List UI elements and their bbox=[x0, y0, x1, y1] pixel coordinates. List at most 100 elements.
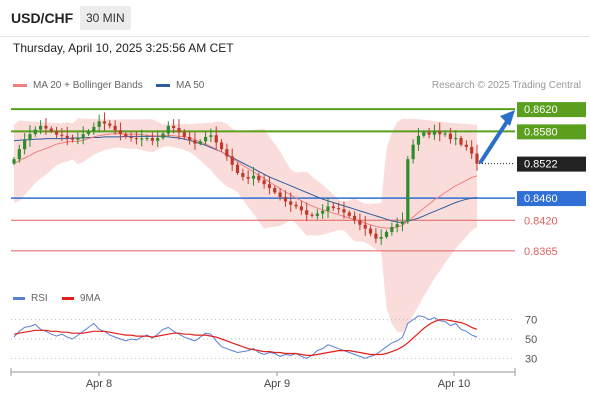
candle-body bbox=[65, 135, 69, 139]
candle-body bbox=[400, 221, 405, 225]
candle-body bbox=[326, 206, 330, 211]
candle-body bbox=[39, 125, 43, 130]
candle-body bbox=[251, 175, 256, 179]
candle-body bbox=[17, 149, 21, 160]
candle-body bbox=[454, 138, 458, 140]
candle-body bbox=[321, 210, 325, 214]
candle-body bbox=[464, 144, 468, 147]
candle-body bbox=[140, 138, 144, 140]
level-label-0.8522: 0.8522 bbox=[517, 156, 586, 172]
level-label-bg bbox=[517, 191, 586, 207]
candle-body bbox=[416, 135, 421, 145]
rsi-swatch bbox=[13, 296, 25, 300]
candle-body bbox=[427, 132, 431, 135]
candle-body bbox=[230, 156, 234, 165]
candle-body bbox=[310, 214, 314, 216]
candle-body bbox=[209, 135, 213, 137]
rsi-line bbox=[13, 315, 478, 359]
candle-body bbox=[337, 208, 341, 210]
candle-body bbox=[150, 138, 154, 141]
candle-body bbox=[70, 138, 75, 140]
x-tick-label: Apr 10 bbox=[438, 378, 470, 390]
level-label-text: 0.8460 bbox=[524, 193, 558, 205]
candle-body bbox=[432, 131, 437, 135]
projection-arrow-head bbox=[500, 110, 515, 127]
level-label-0.8580: 0.8580 bbox=[517, 124, 586, 140]
candle-body bbox=[459, 138, 463, 145]
candle-body bbox=[384, 231, 389, 237]
candle-body bbox=[161, 133, 165, 139]
rsi-level-label-70: 70 bbox=[525, 315, 537, 327]
level-label-text: 0.8580 bbox=[524, 126, 558, 138]
candle-body bbox=[166, 125, 170, 134]
bollinger-band bbox=[14, 118, 477, 333]
timestamp: Thursday, April 10, 2025 3:25:56 AM CET bbox=[13, 41, 234, 55]
candle-body bbox=[203, 136, 208, 142]
level-label-bg bbox=[517, 124, 586, 140]
candle-body bbox=[60, 134, 64, 136]
candle-body bbox=[188, 136, 192, 141]
candle-body bbox=[443, 133, 447, 135]
level-label-0.8365: 0.8365 bbox=[524, 246, 558, 258]
candle-body bbox=[145, 138, 149, 140]
candle-body bbox=[124, 134, 128, 137]
candle-body bbox=[278, 192, 282, 197]
candle-body bbox=[390, 226, 394, 232]
candle-body bbox=[86, 131, 91, 135]
candle-body bbox=[331, 206, 335, 209]
timeframe-button[interactable]: 30 MIN bbox=[80, 6, 131, 30]
candle-body bbox=[438, 131, 442, 135]
candle-body bbox=[315, 213, 319, 216]
candle-body bbox=[182, 132, 186, 137]
candle-body bbox=[363, 224, 367, 229]
candle-body bbox=[368, 228, 373, 234]
level-label-0.8620: 0.8620 bbox=[517, 102, 586, 118]
candle-body bbox=[294, 204, 298, 207]
candle-body bbox=[448, 133, 452, 140]
candle-body bbox=[102, 121, 107, 124]
candle-body bbox=[12, 159, 16, 164]
level-label-text: 0.8522 bbox=[524, 159, 558, 171]
x-tick-label: Apr 8 bbox=[86, 378, 112, 390]
candle-body bbox=[177, 128, 181, 133]
legend-ma20: MA 20 + Bollinger Bands bbox=[13, 80, 143, 91]
candle-body bbox=[49, 128, 53, 132]
candle-body bbox=[299, 206, 303, 211]
rsi-level-label-50: 50 bbox=[525, 334, 537, 346]
candle-body bbox=[379, 236, 383, 239]
candle-body bbox=[219, 142, 224, 150]
candle-body bbox=[352, 215, 357, 221]
level-label-bg bbox=[517, 102, 586, 118]
candle-body bbox=[28, 134, 32, 140]
candle-body bbox=[81, 134, 85, 139]
legend-ma50: MA 50 bbox=[156, 80, 204, 91]
candle-body bbox=[347, 212, 351, 216]
candle-body bbox=[113, 125, 117, 131]
level-label-0.8460: 0.8460 bbox=[517, 191, 586, 207]
candle-body bbox=[470, 146, 474, 154]
legend-rsi: RSI bbox=[13, 293, 48, 304]
legend-ma50-label: MA 50 bbox=[176, 80, 205, 91]
currency-pair-title: USD/CHF bbox=[11, 10, 74, 26]
candle-body bbox=[198, 141, 202, 144]
candle-body bbox=[305, 210, 309, 215]
candle-body bbox=[411, 144, 415, 160]
candle-body bbox=[92, 126, 96, 132]
candle-body bbox=[422, 132, 426, 136]
candle-body bbox=[23, 139, 27, 150]
candle-body bbox=[273, 188, 277, 193]
candle-body bbox=[283, 196, 288, 202]
candle-body bbox=[235, 164, 240, 174]
candle-body bbox=[44, 125, 48, 129]
candle-body bbox=[172, 125, 176, 129]
candle-body bbox=[54, 131, 59, 135]
level-label-bg bbox=[517, 156, 586, 172]
candle-body bbox=[118, 130, 123, 135]
candle-body bbox=[33, 129, 37, 135]
level-label-text: 0.8365 bbox=[524, 246, 558, 258]
candle-body bbox=[214, 135, 218, 143]
candles bbox=[12, 112, 479, 245]
ma20-swatch bbox=[13, 83, 27, 87]
chart-header: USD/CHF 30 MIN bbox=[0, 0, 590, 37]
